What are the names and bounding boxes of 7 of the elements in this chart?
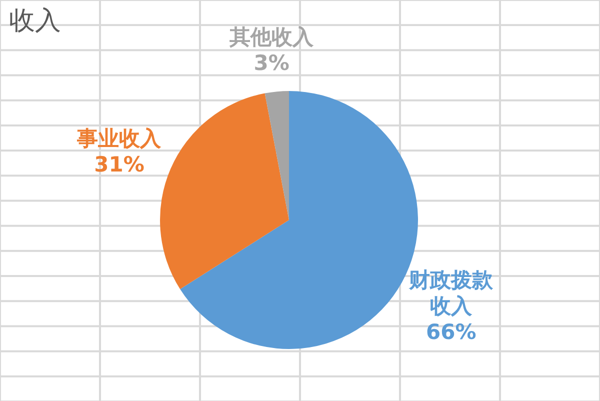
chart-title: 收入 <box>9 5 61 37</box>
data-label: 31% <box>94 152 144 176</box>
data-label: 66% <box>426 320 476 344</box>
slice-label: 其他收入 <box>228 25 315 50</box>
data-label: 3% <box>254 51 290 76</box>
slice-label: 事业收入 <box>76 126 162 150</box>
slice-label: 财政拨款收入 <box>408 268 494 318</box>
